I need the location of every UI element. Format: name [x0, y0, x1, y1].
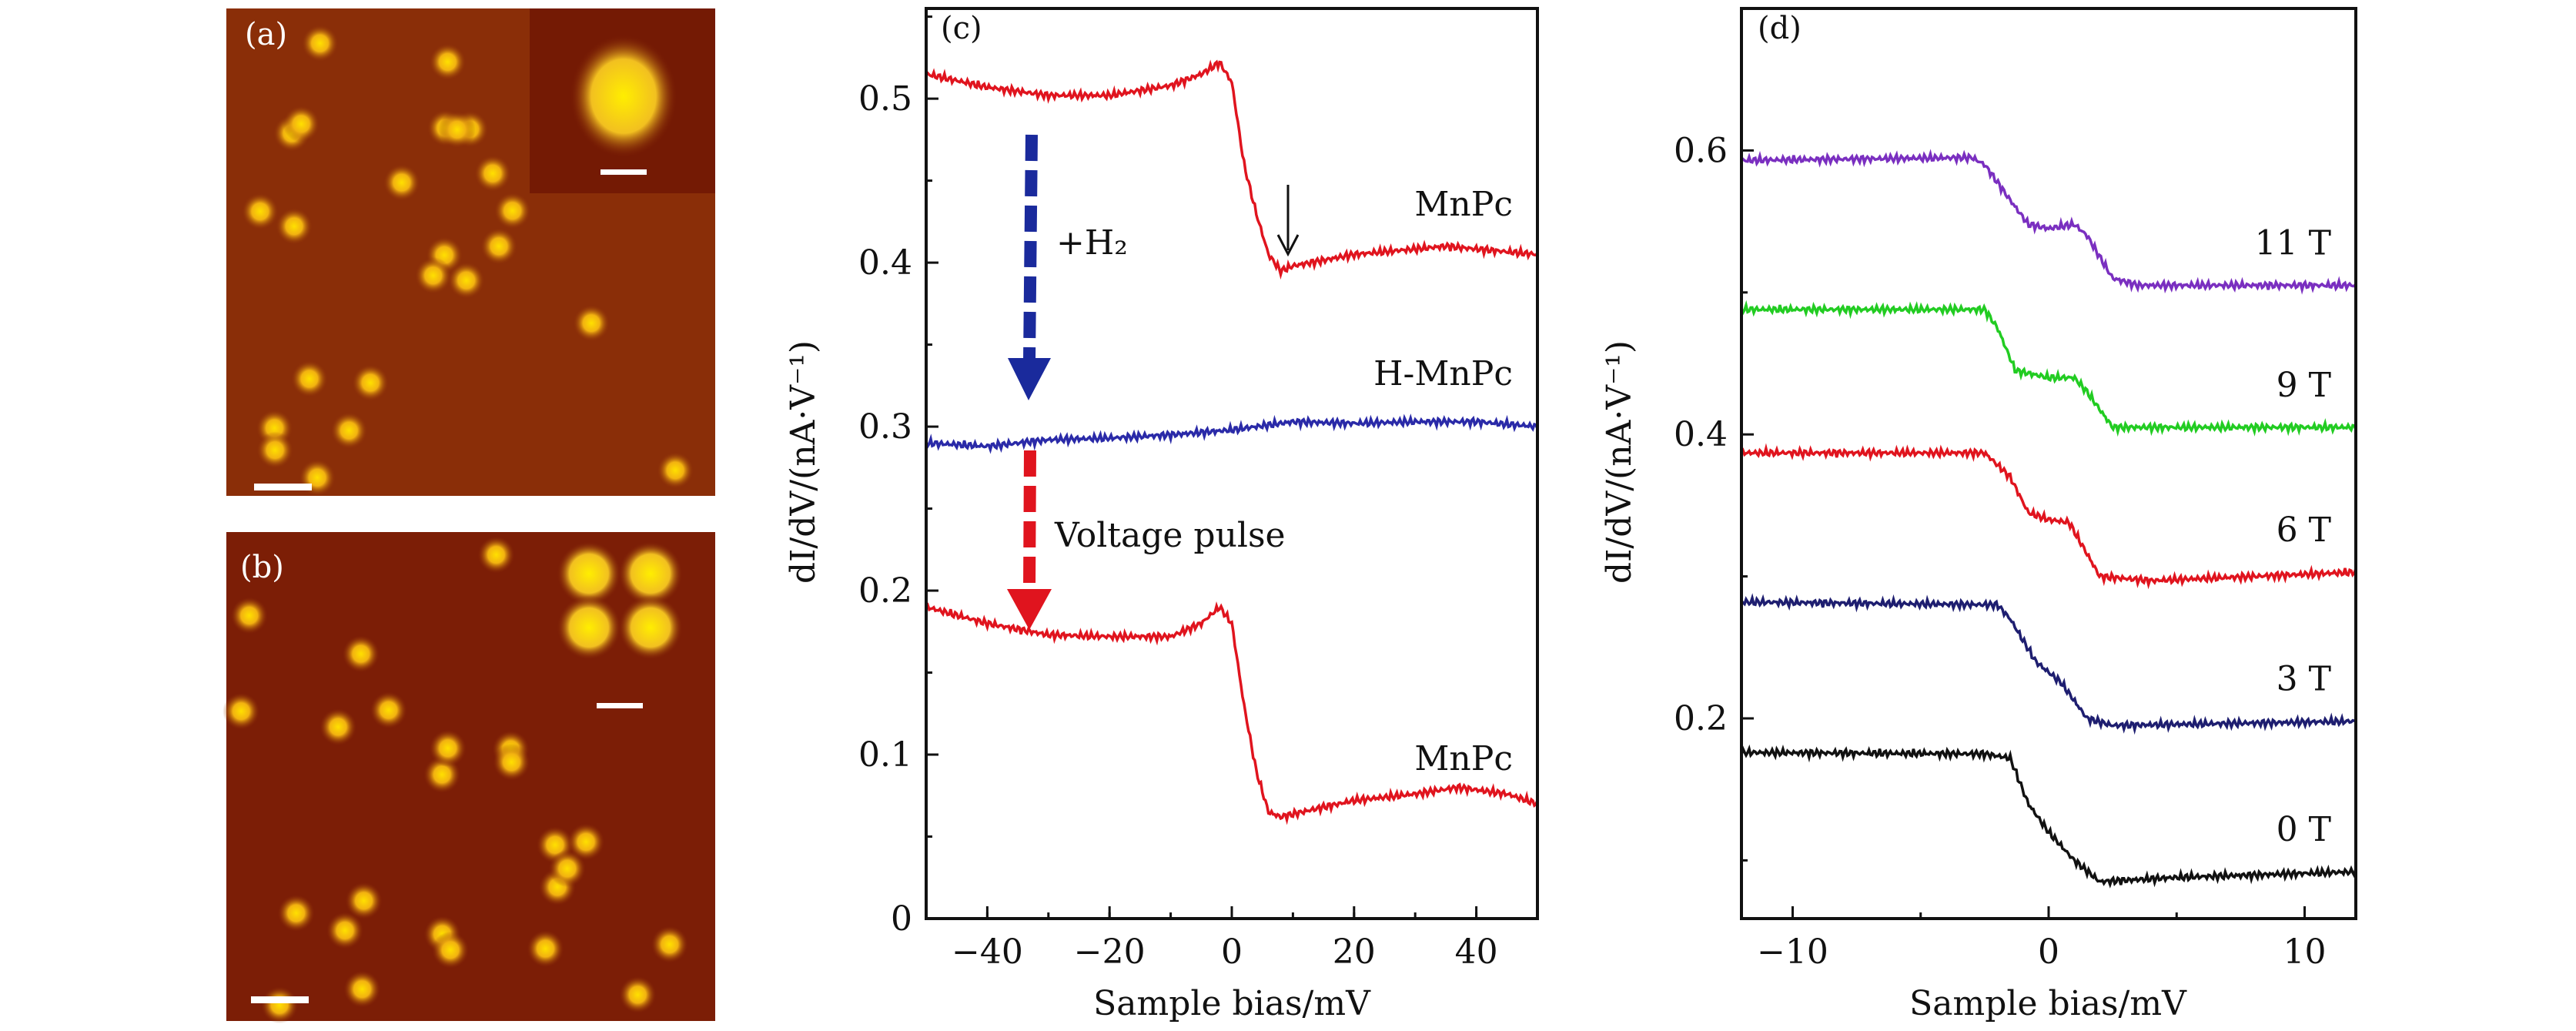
series-line-11-t	[1740, 149, 2357, 295]
molecule	[277, 894, 315, 932]
x-tick-label: −40	[952, 932, 1023, 972]
molecule	[429, 43, 467, 81]
molecule	[493, 743, 530, 781]
series-label: 3 T	[2277, 660, 2331, 699]
molecule	[548, 850, 586, 888]
molecule	[342, 635, 380, 673]
molecule	[438, 111, 476, 149]
h2-arrow	[1008, 134, 1051, 400]
y-tick-label: 0.5	[858, 79, 912, 119]
molecule	[283, 105, 320, 142]
series-label: 9 T	[2277, 366, 2331, 405]
y-tick-label: 0.2	[858, 571, 912, 611]
voltage-pulse-arrow	[1007, 450, 1052, 630]
panel-label-c: (c)	[941, 11, 982, 46]
h2-annotation: +H₂	[1056, 223, 1128, 263]
molecule	[230, 597, 268, 634]
series-label: 6 T	[2277, 510, 2331, 550]
x-tick-label: −10	[1757, 932, 1828, 972]
series-line-3-t	[1740, 593, 2357, 735]
y-tick-label: 0.4	[1674, 415, 1728, 454]
y-tick-label: 0.3	[858, 407, 912, 447]
molecule	[276, 207, 313, 245]
y-tick-label: 0.2	[1674, 699, 1728, 738]
series-line-mnpc	[925, 59, 1539, 280]
series-label-mnpc-bottom: MnPc	[1414, 739, 1513, 778]
molecule	[473, 155, 511, 192]
molecule	[447, 262, 485, 300]
molecule	[370, 691, 407, 729]
molecule	[573, 304, 611, 342]
chart-c: −40 −20 0 20 40 0 0.1 0.2 0.3 0.4 0.5 (c) Sample b…	[784, 7, 1539, 1023]
series-label: 11 T	[2255, 224, 2331, 263]
molecule	[345, 882, 383, 919]
molecule	[326, 912, 364, 949]
x-tick-label: 20	[1333, 932, 1376, 972]
x-tick-label: 40	[1455, 932, 1498, 972]
stm-image-a: (a)	[226, 8, 715, 497]
molecule	[319, 708, 357, 746]
molecule	[241, 192, 279, 230]
molecule	[477, 536, 515, 574]
y-tick-label: 0	[891, 899, 912, 939]
x-tick-label: 0	[1221, 932, 1243, 972]
plot-frame	[925, 7, 1539, 920]
plot-frame	[1740, 7, 2357, 920]
x-axis-label: Sample bias/mV	[1093, 984, 1371, 1023]
molecule	[651, 926, 688, 963]
series-line-mnpc	[925, 601, 1539, 825]
panel-label-d: (d)	[1758, 11, 1802, 46]
molecule	[414, 256, 452, 294]
molecule	[256, 431, 294, 469]
x-axis-label: Sample bias/mV	[1909, 984, 2187, 1023]
voltage-pulse-annotation: Voltage pulse	[1054, 516, 1286, 555]
molecule	[261, 986, 299, 1024]
molecule	[527, 930, 564, 968]
y-axis-label: dI/dV/(nA·V⁻¹)	[784, 340, 823, 584]
panel-label-a: (a)	[245, 17, 287, 52]
x-tick-label: 0	[2038, 932, 2059, 972]
y-tick-label: 0.1	[858, 735, 912, 775]
inset-scale-bar	[597, 703, 643, 708]
x-tick-label: 10	[2283, 932, 2327, 972]
molecule	[383, 164, 420, 202]
y-tick-label: 0.6	[1674, 131, 1728, 170]
series-label-mnpc-top: MnPc	[1414, 185, 1513, 224]
molecule	[343, 970, 381, 1008]
inset-scale-bar	[601, 169, 647, 175]
molecule	[290, 360, 328, 398]
molecule	[619, 976, 657, 1013]
molecule	[299, 459, 336, 497]
chart-d: −10 0 10 0.2 0.4 0.6 (d) Sample bias/mV dI/dV…	[1600, 7, 2357, 1023]
molecule	[480, 227, 518, 265]
series-label: 0 T	[2277, 810, 2331, 849]
molecule	[222, 692, 260, 730]
y-axis-label: dI/dV/(nA·V⁻¹)	[1600, 340, 1639, 584]
inset-b	[557, 541, 683, 660]
molecule	[301, 25, 339, 62]
molecule	[429, 729, 467, 767]
scale-bar	[251, 996, 309, 1003]
series-line-0-t	[1740, 744, 2357, 889]
series-line-6-t	[1740, 443, 2357, 590]
kondo-dip-arrow	[1276, 185, 1300, 257]
series-label-h-mnpc: H-MnPc	[1373, 354, 1513, 393]
panel-label-b: (b)	[240, 550, 284, 585]
stm-image-b: (b)	[222, 532, 715, 1024]
scale-bar	[254, 484, 312, 490]
molecule	[657, 451, 694, 489]
molecule	[567, 823, 605, 861]
molecule	[352, 364, 390, 402]
x-tick-label: −20	[1074, 932, 1146, 972]
molecule	[432, 931, 470, 969]
y-tick-label: 0.4	[858, 243, 912, 283]
series-line-9-t	[1740, 300, 2357, 437]
molecule	[330, 412, 368, 450]
molecule	[493, 192, 531, 229]
series-line-h-mnpc	[925, 413, 1539, 454]
